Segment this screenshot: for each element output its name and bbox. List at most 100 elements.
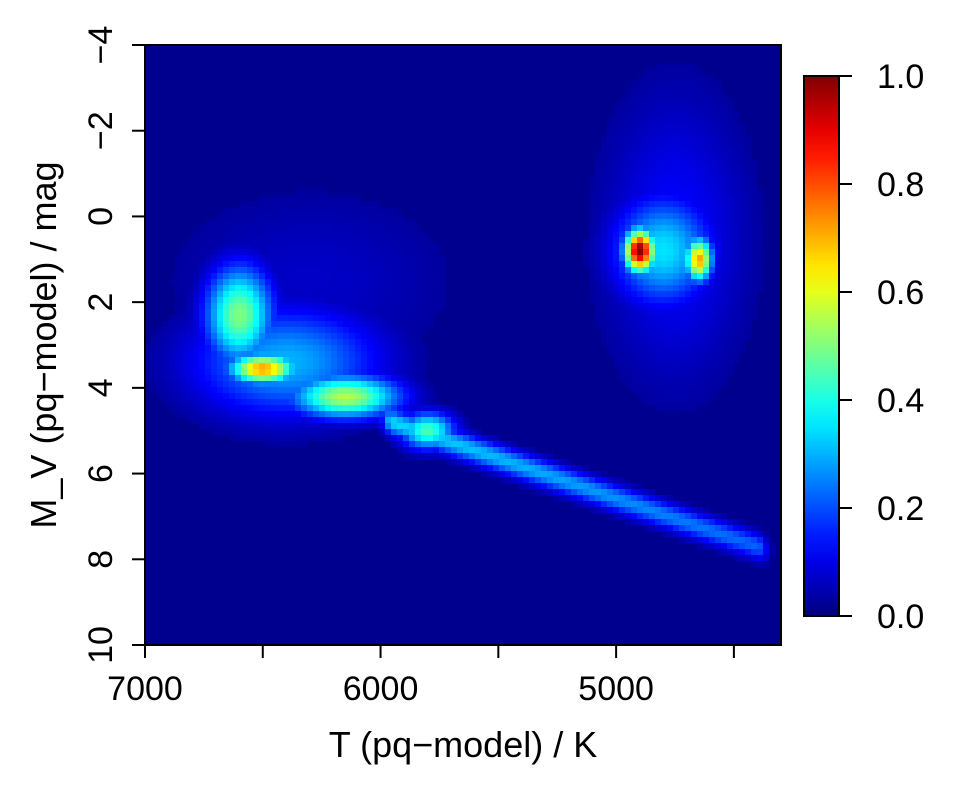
density-cell xyxy=(265,309,272,316)
density-cell xyxy=(667,171,674,178)
density-cell xyxy=(655,195,662,202)
density-cell xyxy=(205,411,212,418)
density-cell xyxy=(523,483,530,490)
density-cell xyxy=(421,345,428,352)
density-cell xyxy=(331,237,338,244)
density-cell xyxy=(313,267,320,274)
density-cell xyxy=(739,531,746,538)
density-cell xyxy=(661,261,668,268)
density-cell xyxy=(421,309,428,316)
density-cell xyxy=(289,249,296,256)
density-cell xyxy=(727,345,734,352)
density-cell xyxy=(331,255,338,262)
density-cell xyxy=(475,429,482,436)
density-cell xyxy=(739,519,746,526)
density-cell xyxy=(379,381,386,388)
density-cell xyxy=(175,387,182,394)
density-cell xyxy=(397,225,404,232)
density-cell xyxy=(637,237,644,244)
density-cell xyxy=(373,417,380,424)
density-cell xyxy=(595,225,602,232)
density-cell xyxy=(193,297,200,304)
density-cell xyxy=(631,129,638,136)
density-cell xyxy=(649,153,656,160)
density-cell xyxy=(415,393,422,400)
density-cell xyxy=(625,123,632,130)
density-cell xyxy=(703,285,710,292)
density-cell xyxy=(547,471,554,478)
density-cell xyxy=(319,381,326,388)
density-cell xyxy=(367,315,374,322)
density-cell xyxy=(709,519,716,526)
density-cell xyxy=(379,423,386,430)
density-cell xyxy=(283,297,290,304)
density-cell xyxy=(175,393,182,400)
density-cell xyxy=(739,165,746,172)
density-cell xyxy=(421,447,428,454)
density-cell xyxy=(733,267,740,274)
density-cell xyxy=(247,201,254,208)
density-cell xyxy=(733,147,740,154)
density-cell xyxy=(217,213,224,220)
density-cell xyxy=(175,303,182,310)
density-cell xyxy=(613,135,620,142)
density-cell xyxy=(199,321,206,328)
density-cell xyxy=(643,345,650,352)
density-cell xyxy=(631,81,638,88)
density-cell xyxy=(673,339,680,346)
density-cell xyxy=(223,363,230,370)
density-cell xyxy=(757,543,764,550)
density-cell xyxy=(727,123,734,130)
density-cell xyxy=(589,279,596,286)
density-cell xyxy=(187,345,194,352)
density-cell xyxy=(745,279,752,286)
density-cell xyxy=(361,231,368,238)
density-cell xyxy=(637,291,644,298)
density-cell xyxy=(235,411,242,418)
density-cell xyxy=(295,297,302,304)
density-cell xyxy=(727,303,734,310)
density-cell xyxy=(721,183,728,190)
density-cell xyxy=(211,309,218,316)
density-cell xyxy=(217,357,224,364)
density-cell xyxy=(637,177,644,184)
density-cell xyxy=(325,435,332,442)
density-cell xyxy=(301,387,308,394)
density-cell xyxy=(391,411,398,418)
density-cell xyxy=(697,267,704,274)
density-cell xyxy=(571,465,578,472)
density-cell xyxy=(421,285,428,292)
density-cell xyxy=(391,369,398,376)
density-cell xyxy=(283,381,290,388)
density-cell xyxy=(535,489,542,496)
density-cell xyxy=(667,357,674,364)
density-cell xyxy=(361,249,368,256)
density-cell xyxy=(205,345,212,352)
density-cell xyxy=(649,345,656,352)
density-cell xyxy=(199,381,206,388)
density-cell xyxy=(247,249,254,256)
density-cell xyxy=(613,153,620,160)
density-cell xyxy=(727,327,734,334)
density-cell xyxy=(409,243,416,250)
density-cell xyxy=(601,315,608,322)
density-cell xyxy=(697,195,704,202)
density-cell xyxy=(661,213,668,220)
density-cell xyxy=(169,363,176,370)
density-cell xyxy=(649,237,656,244)
density-cell xyxy=(223,255,230,262)
density-cell xyxy=(493,453,500,460)
density-cell xyxy=(643,153,650,160)
density-cell xyxy=(307,369,314,376)
density-cell xyxy=(667,255,674,262)
density-cell xyxy=(295,237,302,244)
density-cell xyxy=(697,237,704,244)
density-cell xyxy=(661,321,668,328)
density-cell xyxy=(211,261,218,268)
density-cell xyxy=(637,489,644,496)
density-cell xyxy=(589,195,596,202)
density-cell xyxy=(271,285,278,292)
density-cell xyxy=(673,183,680,190)
density-cell xyxy=(649,231,656,238)
density-cell xyxy=(697,81,704,88)
